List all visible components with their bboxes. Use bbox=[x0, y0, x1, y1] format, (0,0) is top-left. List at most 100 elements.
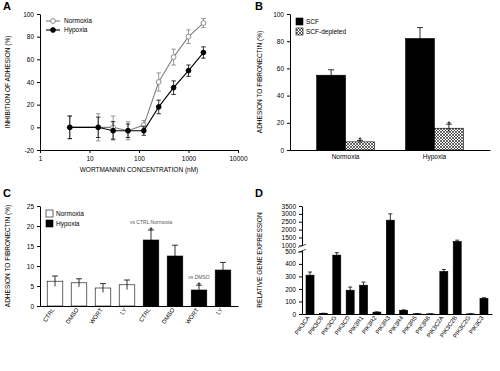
bar bbox=[373, 312, 381, 314]
bar bbox=[426, 313, 434, 314]
axis: NormoxiaHypoxia bbox=[291, 151, 491, 161]
panel-title: D bbox=[255, 187, 263, 199]
error-bar bbox=[68, 116, 72, 139]
tick-label: 20 bbox=[27, 223, 35, 230]
panel-title: C bbox=[3, 187, 11, 199]
tick-label: 40 bbox=[277, 92, 285, 99]
tick-label: 25 bbox=[27, 203, 35, 210]
error-bar bbox=[68, 116, 72, 139]
panel: 110100100010000-20020406080100NormoxiaHy… bbox=[3, 0, 248, 174]
tick-label: 2500 bbox=[282, 218, 297, 225]
error-bar bbox=[455, 240, 459, 243]
tick: 200 bbox=[285, 286, 302, 293]
legend: NormoxiaHypoxia bbox=[46, 210, 84, 228]
plot-area bbox=[306, 214, 488, 314]
error-bar bbox=[201, 19, 205, 28]
tick: PIK3C2G bbox=[452, 315, 472, 339]
legend-marker bbox=[51, 28, 56, 33]
tick: Hypoxia bbox=[423, 153, 447, 161]
tick-label: 100 bbox=[285, 298, 296, 305]
error-bar bbox=[124, 280, 130, 290]
tick-mark bbox=[37, 150, 40, 151]
tick-label: 100 bbox=[23, 11, 34, 18]
y-axis-title: INHIBITION OF ADHESION (%) bbox=[4, 36, 12, 129]
tick-label: 60 bbox=[27, 56, 35, 63]
tick-mark bbox=[37, 206, 40, 207]
plot-area bbox=[67, 19, 205, 141]
axis: -20020406080100 bbox=[23, 11, 40, 154]
tick: 40 bbox=[277, 92, 290, 99]
error-bar bbox=[442, 270, 446, 274]
axis-line bbox=[41, 306, 239, 307]
tick-label: 200 bbox=[285, 286, 296, 293]
legend-label: Hypoxia bbox=[56, 220, 80, 228]
error-bar bbox=[415, 313, 419, 314]
plot-area bbox=[317, 28, 464, 150]
tick-label: 20 bbox=[27, 101, 35, 108]
error-bar bbox=[111, 122, 115, 140]
tick-mark bbox=[139, 150, 140, 153]
point bbox=[171, 85, 176, 90]
error-bar bbox=[321, 313, 325, 314]
error-bar bbox=[186, 65, 190, 76]
tick-label: 400 bbox=[285, 260, 296, 267]
plot-area bbox=[47, 230, 231, 306]
axis-line bbox=[40, 207, 41, 307]
tick: 0 bbox=[280, 147, 290, 154]
tick: 10000 bbox=[229, 150, 247, 162]
tick-mark bbox=[287, 41, 290, 42]
series bbox=[143, 230, 231, 306]
tick-label: 40 bbox=[27, 79, 35, 86]
error-bar bbox=[402, 309, 406, 311]
tick-mark bbox=[299, 301, 302, 302]
error-bar bbox=[335, 253, 339, 258]
bar bbox=[386, 220, 394, 314]
error-bar bbox=[469, 313, 473, 314]
legend: SCFSCF-depleted bbox=[296, 18, 346, 36]
point bbox=[201, 50, 206, 55]
tick-mark bbox=[299, 230, 302, 231]
tick-mark bbox=[299, 222, 302, 223]
bar bbox=[317, 75, 346, 150]
tick-label: 300 bbox=[285, 273, 296, 280]
tick-label: 10 bbox=[86, 155, 94, 162]
bar bbox=[440, 271, 448, 314]
tick: PIK3C3 bbox=[468, 314, 485, 335]
bar bbox=[406, 38, 435, 150]
tick-label: 10 bbox=[27, 263, 35, 270]
tick: DMSO bbox=[161, 307, 176, 325]
tick: 25 bbox=[27, 203, 40, 210]
tick: 20 bbox=[277, 119, 290, 126]
tick-mark bbox=[287, 123, 290, 124]
axis: CTRLDMSOWORTLYCTRLDMSOWORTLY bbox=[41, 306, 239, 325]
annotation: * bbox=[149, 225, 153, 235]
tick-mark bbox=[189, 150, 190, 153]
tick-label: PIK3C2G bbox=[452, 315, 472, 339]
tick: 400 bbox=[285, 260, 302, 267]
tick: 3500 bbox=[282, 203, 302, 210]
tick-label: 2000 bbox=[282, 226, 297, 233]
tick-mark bbox=[37, 246, 40, 247]
tick: 2000 bbox=[282, 226, 302, 233]
error-bar bbox=[100, 284, 106, 293]
point bbox=[201, 21, 206, 26]
tick: -20 bbox=[25, 147, 40, 154]
tick-mark bbox=[287, 150, 290, 151]
tick-label: 3000 bbox=[282, 210, 297, 217]
tick-label: 15 bbox=[27, 243, 35, 250]
legend-swatch bbox=[46, 220, 53, 227]
panel: 0100200300400500100015002000250030003500… bbox=[255, 187, 493, 339]
tick-mark bbox=[299, 206, 302, 207]
point bbox=[67, 125, 72, 130]
axis-line bbox=[303, 314, 493, 315]
annotation: * bbox=[358, 135, 362, 145]
point bbox=[186, 68, 191, 73]
tick-label: 20 bbox=[277, 119, 285, 126]
legend-label: SCF-depleted bbox=[306, 28, 346, 36]
axis: 0510152025 bbox=[27, 203, 41, 310]
axis-line bbox=[302, 207, 303, 315]
tick: 300 bbox=[285, 273, 302, 280]
error-bar bbox=[156, 73, 160, 91]
tick-label: 1500 bbox=[282, 234, 297, 241]
tick-label: DMSO bbox=[65, 307, 80, 325]
